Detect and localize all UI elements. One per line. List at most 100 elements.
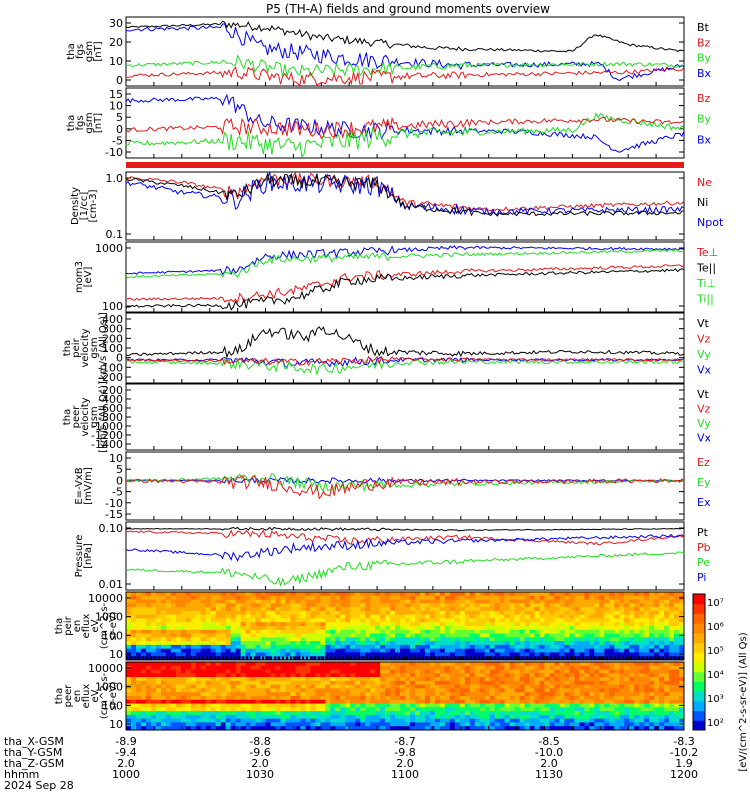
spectrogram-cell	[489, 673, 496, 678]
spectrogram-cell	[644, 652, 650, 657]
spectrogram-cell	[170, 673, 177, 678]
spectrogram-cell	[634, 699, 640, 704]
spectrogram-cell	[654, 726, 660, 731]
spectrogram-cell	[569, 714, 575, 720]
spectrogram-cell	[614, 669, 620, 674]
spectrogram-cell	[250, 626, 256, 631]
spectrogram-cell	[424, 722, 431, 727]
colorbar-tick-label: 10⁵	[707, 646, 724, 657]
spectrogram-cell	[419, 718, 426, 723]
spectrogram-cell	[574, 648, 580, 653]
spectrogram-cell	[494, 669, 501, 674]
spectrogram-cell	[245, 618, 251, 623]
spectrogram-cell	[434, 633, 441, 638]
spectrogram-cell	[345, 707, 351, 712]
spectrogram-cell	[220, 629, 227, 634]
spectrogram-cell	[639, 629, 645, 634]
spectrogram-cell	[215, 662, 222, 667]
spectrogram-cell	[175, 680, 182, 686]
spectrogram-cell	[579, 610, 585, 616]
spectrogram-cell	[514, 626, 520, 631]
spectrogram-cell	[554, 599, 560, 604]
spectrogram-cell	[195, 726, 202, 731]
spectrogram-cell	[230, 714, 236, 720]
spectrogram-cell	[410, 669, 416, 674]
spectrogram-cell	[255, 599, 261, 604]
spectrogram-cell	[624, 599, 630, 604]
spectrogram-cell	[549, 726, 555, 731]
spectrogram-cell	[439, 629, 446, 634]
spectrogram-cell	[459, 652, 466, 657]
spectrogram-cell	[559, 696, 565, 701]
spectrogram-cell	[315, 603, 321, 608]
spectrogram-cell	[160, 669, 167, 674]
spectrogram-cell	[400, 703, 406, 708]
spectrogram-cell	[484, 641, 491, 646]
spectrogram-cell	[140, 662, 147, 667]
spectrogram-cell	[619, 626, 625, 631]
spectrogram-cell	[434, 707, 441, 712]
spectrogram-cell	[380, 626, 386, 631]
spectrogram-cell	[190, 726, 197, 731]
spectrogram-cell	[330, 652, 336, 657]
spectrogram-cell	[255, 673, 261, 678]
y-axis-label: Density[1/cc][cm-3]	[70, 187, 99, 225]
spectrogram-cell	[190, 592, 197, 597]
y-tick-label: 0.01	[99, 578, 124, 591]
y-axis-label-line: en	[72, 690, 83, 703]
series-line-Ni	[125, 172, 685, 217]
spectrogram-cell	[335, 699, 341, 704]
spectrogram-cell	[290, 614, 296, 619]
spectrogram-cell	[479, 648, 486, 653]
spectrogram-cell	[325, 726, 331, 731]
spectrogram-cell	[524, 626, 530, 631]
spectrogram-cell	[509, 726, 515, 731]
spectrogram-cell	[634, 618, 640, 623]
spectrogram-cell	[140, 680, 147, 686]
spectrogram-cell	[434, 669, 441, 674]
spectrogram-cell	[335, 648, 341, 653]
y-axis-label-line: peer	[71, 405, 82, 429]
spectrogram-cell	[599, 648, 605, 653]
spectrogram-cell	[564, 652, 570, 657]
spectrogram-cell	[395, 688, 401, 693]
spectrogram-cell	[370, 618, 376, 623]
panel-frame	[125, 383, 685, 451]
spectrogram-cell	[599, 692, 605, 697]
y-tick-label: 5	[116, 111, 123, 124]
spectrogram-cell	[345, 673, 351, 678]
spectrogram-cell	[145, 699, 152, 704]
spectrogram-cell	[320, 629, 326, 634]
spectrogram-cell	[370, 629, 376, 634]
spectrogram-cell	[534, 684, 540, 689]
spectrogram-cell	[554, 656, 560, 661]
spectrogram-cell	[180, 592, 187, 597]
spectrogram-cell	[335, 592, 341, 597]
spectrogram-cell	[584, 707, 590, 712]
spectrogram-cell	[370, 718, 376, 723]
spectrogram-cell	[205, 662, 212, 667]
spectrogram-cell	[454, 699, 461, 704]
spectrogram-cell	[419, 665, 426, 670]
spectrogram-cell	[340, 648, 346, 653]
spectrogram-cell	[494, 684, 501, 689]
spectrogram-cell	[464, 652, 471, 657]
spectrogram-cell	[405, 629, 411, 634]
spectrogram-cell	[195, 629, 202, 634]
spectrogram-cell	[649, 718, 655, 723]
spectrogram-cell	[629, 599, 635, 604]
spectrogram-cell	[190, 641, 197, 646]
x-tick-label: 1100	[391, 768, 419, 781]
spectrogram-cell	[270, 696, 276, 701]
spectrogram-cell	[529, 684, 535, 689]
spectrogram-cell	[245, 699, 251, 704]
spectrogram-cell	[145, 610, 152, 616]
spectrogram-cell	[145, 592, 152, 597]
spectrogram-cell	[634, 684, 640, 689]
spectrogram-cell	[285, 648, 291, 653]
spectrogram-cell	[160, 652, 167, 657]
spectrogram-cell	[544, 692, 550, 697]
spectrogram-cell	[405, 718, 411, 723]
spectrogram-cell	[599, 618, 605, 623]
spectrogram-cell	[574, 629, 580, 634]
